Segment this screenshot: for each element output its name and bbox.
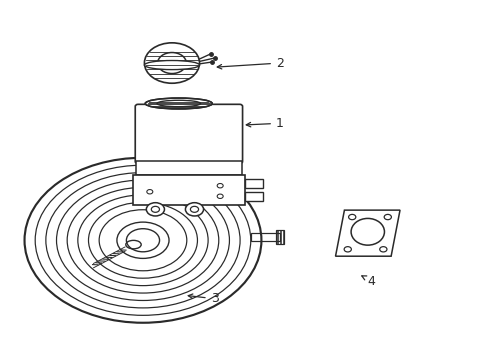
Polygon shape [335,210,399,256]
Bar [250,233,280,241]
Bar [133,175,244,205]
Ellipse shape [145,98,212,109]
Circle shape [185,203,203,216]
Text: 3: 3 [188,292,218,305]
Ellipse shape [144,60,199,69]
Bar [244,179,263,188]
Text: 1: 1 [246,117,283,130]
Circle shape [144,43,199,83]
Text: 4: 4 [361,275,375,288]
Circle shape [379,247,386,252]
Text: 2: 2 [217,57,283,69]
Circle shape [344,247,351,252]
Bar [275,230,284,244]
Bar [244,192,263,201]
Bar [135,161,242,175]
FancyBboxPatch shape [135,104,242,163]
Ellipse shape [350,219,384,245]
Circle shape [157,53,186,73]
Circle shape [348,215,355,220]
Circle shape [146,203,164,216]
Circle shape [384,215,390,220]
